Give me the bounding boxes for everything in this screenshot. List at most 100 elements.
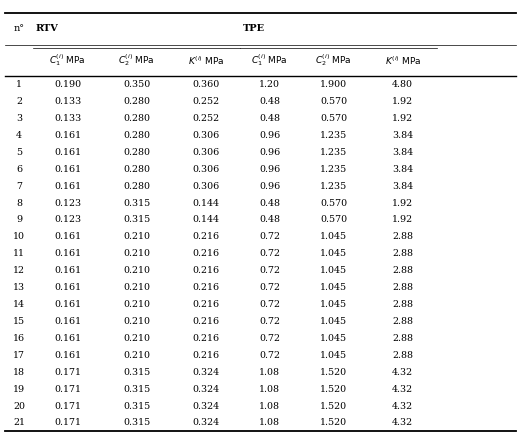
Text: 0.280: 0.280: [124, 165, 151, 174]
Text: 0.72: 0.72: [260, 351, 280, 360]
Text: 3.84: 3.84: [392, 182, 413, 191]
Text: 0.96: 0.96: [259, 165, 280, 174]
Text: TPE: TPE: [242, 25, 265, 33]
Text: 4: 4: [16, 131, 22, 140]
Text: 16: 16: [13, 334, 25, 343]
Text: 1.20: 1.20: [260, 80, 280, 89]
Text: 6: 6: [16, 165, 22, 174]
Text: $C_2^{(i)}$ MPa: $C_2^{(i)}$ MPa: [316, 53, 352, 68]
Text: 1.235: 1.235: [320, 131, 347, 140]
Text: 0.96: 0.96: [259, 148, 280, 157]
Text: 1.045: 1.045: [320, 283, 347, 292]
Text: 0.324: 0.324: [192, 368, 220, 377]
Text: 0.171: 0.171: [54, 368, 81, 377]
Text: 0.216: 0.216: [192, 334, 220, 343]
Text: 18: 18: [13, 368, 25, 377]
Text: 0.252: 0.252: [192, 97, 220, 106]
Text: 1.045: 1.045: [320, 249, 347, 258]
Text: 4.80: 4.80: [392, 80, 413, 89]
Text: 5: 5: [16, 148, 22, 157]
Text: 0.216: 0.216: [192, 317, 220, 326]
Text: 0.133: 0.133: [54, 97, 81, 106]
Text: 0.161: 0.161: [54, 182, 81, 191]
Text: 0.171: 0.171: [54, 402, 81, 410]
Text: 4.32: 4.32: [392, 418, 413, 427]
Text: 0.306: 0.306: [192, 165, 220, 174]
Text: 0.161: 0.161: [54, 266, 81, 275]
Text: 0.252: 0.252: [192, 114, 220, 123]
Text: 0.306: 0.306: [192, 148, 220, 157]
Text: 0.216: 0.216: [192, 233, 220, 241]
Text: 1.045: 1.045: [320, 300, 347, 309]
Text: 4.32: 4.32: [392, 368, 413, 377]
Text: 0.48: 0.48: [260, 114, 280, 123]
Text: 2.88: 2.88: [392, 266, 413, 275]
Text: 0.280: 0.280: [124, 182, 151, 191]
Text: 0.210: 0.210: [124, 334, 151, 343]
Text: 3: 3: [16, 114, 22, 123]
Text: 2.88: 2.88: [392, 300, 413, 309]
Text: 0.280: 0.280: [124, 114, 151, 123]
Text: 0.161: 0.161: [54, 334, 81, 343]
Text: 0.324: 0.324: [192, 418, 220, 427]
Text: 0.72: 0.72: [260, 300, 280, 309]
Text: 0.570: 0.570: [320, 215, 347, 225]
Text: 2.88: 2.88: [392, 317, 413, 326]
Text: 11: 11: [13, 249, 25, 258]
Text: 3.84: 3.84: [392, 148, 413, 157]
Text: 4.32: 4.32: [392, 385, 413, 394]
Text: 0.280: 0.280: [124, 148, 151, 157]
Text: 1.08: 1.08: [260, 385, 280, 394]
Text: 0.161: 0.161: [54, 283, 81, 292]
Text: 0.72: 0.72: [260, 266, 280, 275]
Text: 0.161: 0.161: [54, 148, 81, 157]
Text: 1.08: 1.08: [260, 368, 280, 377]
Text: 2: 2: [16, 97, 22, 106]
Text: 1.235: 1.235: [320, 148, 347, 157]
Text: 0.216: 0.216: [192, 266, 220, 275]
Text: 0.161: 0.161: [54, 300, 81, 309]
Text: 0.133: 0.133: [54, 114, 81, 123]
Text: 15: 15: [13, 317, 25, 326]
Text: 1: 1: [16, 80, 22, 89]
Text: 1.520: 1.520: [320, 418, 347, 427]
Text: 0.315: 0.315: [123, 368, 151, 377]
Text: 0.216: 0.216: [192, 249, 220, 258]
Text: 0.144: 0.144: [193, 215, 220, 225]
Text: 0.324: 0.324: [192, 402, 220, 410]
Text: 17: 17: [13, 351, 25, 360]
Text: 1.520: 1.520: [320, 402, 347, 410]
Text: $C_1^{(i)}$ MPa: $C_1^{(i)}$ MPa: [49, 53, 86, 68]
Text: $C_1^{(i)}$ MPa: $C_1^{(i)}$ MPa: [251, 53, 288, 68]
Text: $K^{(i)}$ MPa: $K^{(i)}$ MPa: [385, 54, 421, 67]
Text: 0.144: 0.144: [193, 198, 220, 208]
Text: 0.161: 0.161: [54, 351, 81, 360]
Text: 0.171: 0.171: [54, 418, 81, 427]
Text: 0.72: 0.72: [260, 317, 280, 326]
Text: 14: 14: [13, 300, 25, 309]
Text: 1.92: 1.92: [392, 114, 413, 123]
Text: 1.520: 1.520: [320, 385, 347, 394]
Text: 3.84: 3.84: [392, 165, 413, 174]
Text: 0.72: 0.72: [260, 283, 280, 292]
Text: 1.045: 1.045: [320, 233, 347, 241]
Text: 0.123: 0.123: [54, 198, 81, 208]
Text: 0.280: 0.280: [124, 131, 151, 140]
Text: 0.48: 0.48: [260, 97, 280, 106]
Text: 3.84: 3.84: [392, 131, 413, 140]
Text: 1.235: 1.235: [320, 165, 347, 174]
Text: 0.123: 0.123: [54, 215, 81, 225]
Text: 2.88: 2.88: [392, 283, 413, 292]
Text: 0.315: 0.315: [123, 385, 151, 394]
Text: 1.900: 1.900: [320, 80, 347, 89]
Text: 1.92: 1.92: [392, 215, 413, 225]
Text: 0.216: 0.216: [192, 283, 220, 292]
Text: 0.216: 0.216: [192, 300, 220, 309]
Text: 0.161: 0.161: [54, 249, 81, 258]
Text: 0.210: 0.210: [124, 300, 151, 309]
Text: 7: 7: [16, 182, 22, 191]
Text: 1.045: 1.045: [320, 266, 347, 275]
Text: 0.350: 0.350: [123, 80, 151, 89]
Text: 0.280: 0.280: [124, 97, 151, 106]
Text: 0.161: 0.161: [54, 317, 81, 326]
